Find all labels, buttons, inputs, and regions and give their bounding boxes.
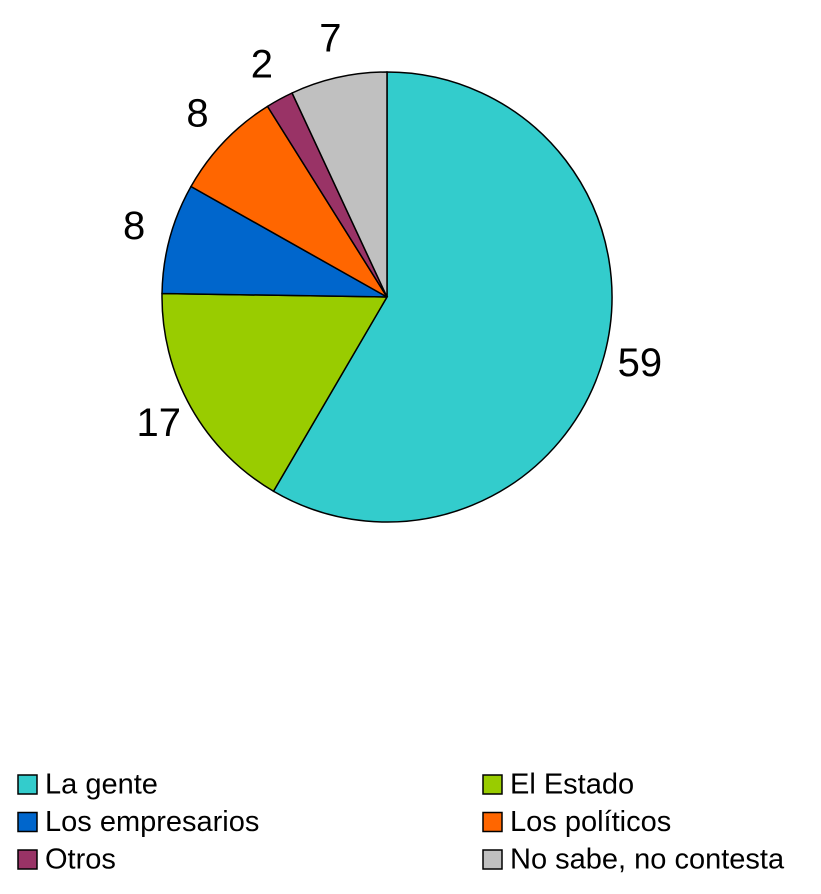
legend-label: Los empresarios [45, 806, 259, 838]
data-label: 59 [618, 341, 663, 385]
legend-label: Los políticos [510, 806, 671, 838]
legend-swatch [482, 774, 503, 795]
pie-slice [291, 71, 388, 298]
pie-slice [161, 292, 389, 493]
data-label: 2 [251, 42, 273, 86]
pie-slice [189, 105, 388, 298]
legend-swatch [482, 811, 503, 833]
legend-label: La gente [45, 769, 158, 801]
legend-swatch [17, 774, 38, 795]
legend-label: Otros [45, 844, 116, 876]
legend-swatch [17, 811, 38, 833]
legend-label: No sabe, no contesta [510, 844, 785, 876]
legend-swatch [482, 849, 503, 870]
pie-slice [272, 71, 613, 523]
data-label: 8 [123, 204, 145, 248]
legend-label: El Estado [510, 769, 634, 801]
data-label: 7 [319, 17, 341, 61]
legend-swatch [17, 849, 38, 870]
data-label: 8 [186, 92, 208, 136]
pie-slice [161, 185, 388, 298]
data-label: 17 [137, 401, 182, 445]
